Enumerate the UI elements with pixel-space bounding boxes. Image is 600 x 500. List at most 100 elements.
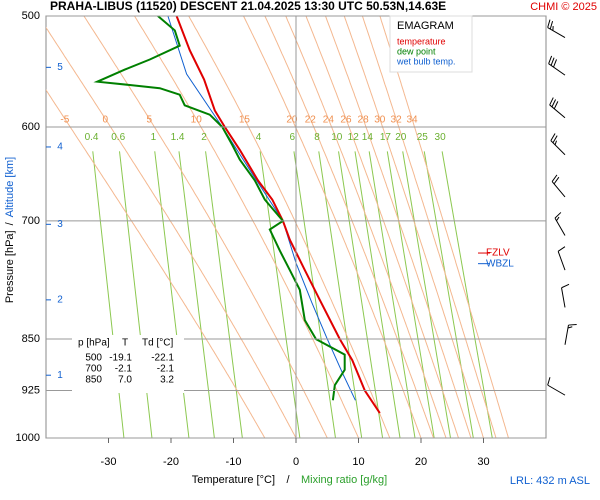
moist-adiabat <box>361 16 497 438</box>
level-label: WBZL <box>486 258 514 269</box>
moist-adiabat-label: 20 <box>286 114 298 125</box>
wind-barb <box>564 323 577 345</box>
table-cell: -19.1 <box>109 353 132 364</box>
mixing-ratio-label: 2 <box>201 132 207 143</box>
mixing-ratio-label: 0.4 <box>85 132 99 143</box>
moist-adiabat <box>46 89 266 438</box>
altitude-label: 1 <box>57 370 63 381</box>
moist-adiabat-label: -5 <box>60 114 69 125</box>
table-header: Td [°C] <box>142 338 173 349</box>
table-header: p [hPa] <box>78 338 110 349</box>
mixing-ratio-label: 0.6 <box>111 132 125 143</box>
moist-adiabat <box>264 16 434 438</box>
mixing-ratio-label: 1.4 <box>171 132 185 143</box>
moist-adiabat-label: 5 <box>147 114 153 125</box>
axis-separator: / <box>286 474 290 486</box>
table-cell: -2.1 <box>115 364 133 375</box>
mixing-ratio-label: 25 <box>417 132 429 143</box>
x-tick-label: 20 <box>415 456 427 468</box>
y-axis-label: Pressure [hPa] / Altitude [km] <box>4 157 16 303</box>
wind-barb <box>554 212 566 236</box>
moist-adiabat <box>379 16 509 438</box>
mixing-ratio-label: 14 <box>362 132 374 143</box>
wind-barb <box>548 55 566 76</box>
wind-barb <box>550 133 566 156</box>
altitude-label: 5 <box>57 62 63 73</box>
x-tick-label: -10 <box>226 456 242 468</box>
profile-line <box>93 16 346 401</box>
moist-adiabat-label: 28 <box>358 114 370 125</box>
legend-entry: temperature <box>397 36 446 46</box>
y-tick-label: 700 <box>22 215 40 227</box>
moist-adiabat-label: 22 <box>305 114 317 125</box>
altitude-label: 4 <box>57 142 63 153</box>
y-tick-label: 500 <box>22 10 40 22</box>
moist-adiabat <box>343 16 484 438</box>
y-axis-label-2: Altitude [km] <box>4 157 16 218</box>
mixing-ratio-label: 17 <box>380 132 392 143</box>
y-tick-label: 1000 <box>16 432 40 444</box>
level-label: FZLV <box>486 248 510 259</box>
mixing-ratio-label: 1 <box>151 132 157 143</box>
chart-title: PRAHA-LIBUS (11520) DESCENT 21.04.2025 1… <box>50 0 446 13</box>
wind-barb <box>549 97 566 119</box>
table-box <box>72 335 184 393</box>
moist-adiabat-label: 15 <box>239 114 251 125</box>
moist-adiabat-label: 32 <box>391 114 403 125</box>
moist-adiabat <box>46 26 297 438</box>
moist-adiabat-label: 30 <box>374 114 386 125</box>
moist-adiabat-label: 0 <box>103 114 109 125</box>
table-cell: 850 <box>85 375 102 386</box>
altitude-label: 2 <box>57 294 63 305</box>
wind-barb <box>551 174 566 198</box>
moist-adiabat-label: 34 <box>406 114 418 125</box>
x-tick-label: 10 <box>352 456 364 468</box>
table-cell: -22.1 <box>151 353 174 364</box>
table-cell: 700 <box>85 364 102 375</box>
x-tick-label: 30 <box>477 456 489 468</box>
moist-adiabat <box>305 16 459 438</box>
mixing-ratio-label: 20 <box>395 132 407 143</box>
wind-barb <box>547 19 566 38</box>
moist-adiabat <box>83 16 328 438</box>
mixing-ratio-label: 4 <box>256 132 262 143</box>
x-tick-label: 0 <box>293 456 299 468</box>
credit: CHMI © 2025 <box>530 1 597 13</box>
table-cell: 3.2 <box>160 375 174 386</box>
moist-adiabat <box>243 16 422 438</box>
table-cell: 500 <box>85 353 102 364</box>
axis-separator: / <box>4 221 16 225</box>
y-tick-label: 600 <box>22 121 40 133</box>
table-header: T <box>122 338 128 349</box>
y-tick-label: 850 <box>22 333 40 345</box>
mixing-ratio-label: 30 <box>435 132 447 143</box>
x-tick-label: -30 <box>101 456 117 468</box>
mixing-ratio-label: 6 <box>289 132 295 143</box>
legend-entry: dew point <box>397 46 436 56</box>
profile-line <box>167 16 356 401</box>
table-cell: -2.1 <box>157 364 175 375</box>
wind-barb <box>557 246 566 271</box>
moist-adiabat-label: 10 <box>191 114 203 125</box>
moist-adiabat-label: 26 <box>340 114 352 125</box>
y-axis-label-1: Pressure [hPa] <box>4 230 16 303</box>
legend-box <box>389 15 473 73</box>
legend-entry: wet bulb temp. <box>396 56 456 66</box>
x-tick-label: -20 <box>163 456 179 468</box>
profile-line <box>175 16 381 414</box>
mixing-ratio-label: 8 <box>314 132 320 143</box>
x-axis-label: Temperature [°C] <box>192 474 275 486</box>
mixing-ratio-label: 10 <box>331 132 343 143</box>
profiles <box>93 16 381 414</box>
wind-barb <box>547 377 566 396</box>
table-cell: 7.0 <box>118 375 132 386</box>
moist-adiabat <box>325 16 472 438</box>
x-axis-label-2: Mixing ratio [g/kg] <box>301 474 387 486</box>
moist-adiabat <box>188 16 391 438</box>
wind-barb <box>561 283 570 308</box>
moist-adiabat <box>285 16 447 438</box>
legend-title: EMAGRAM <box>397 20 454 32</box>
footnote: LRL: 432 m ASL <box>510 475 590 487</box>
altitude-label: 3 <box>57 219 63 230</box>
